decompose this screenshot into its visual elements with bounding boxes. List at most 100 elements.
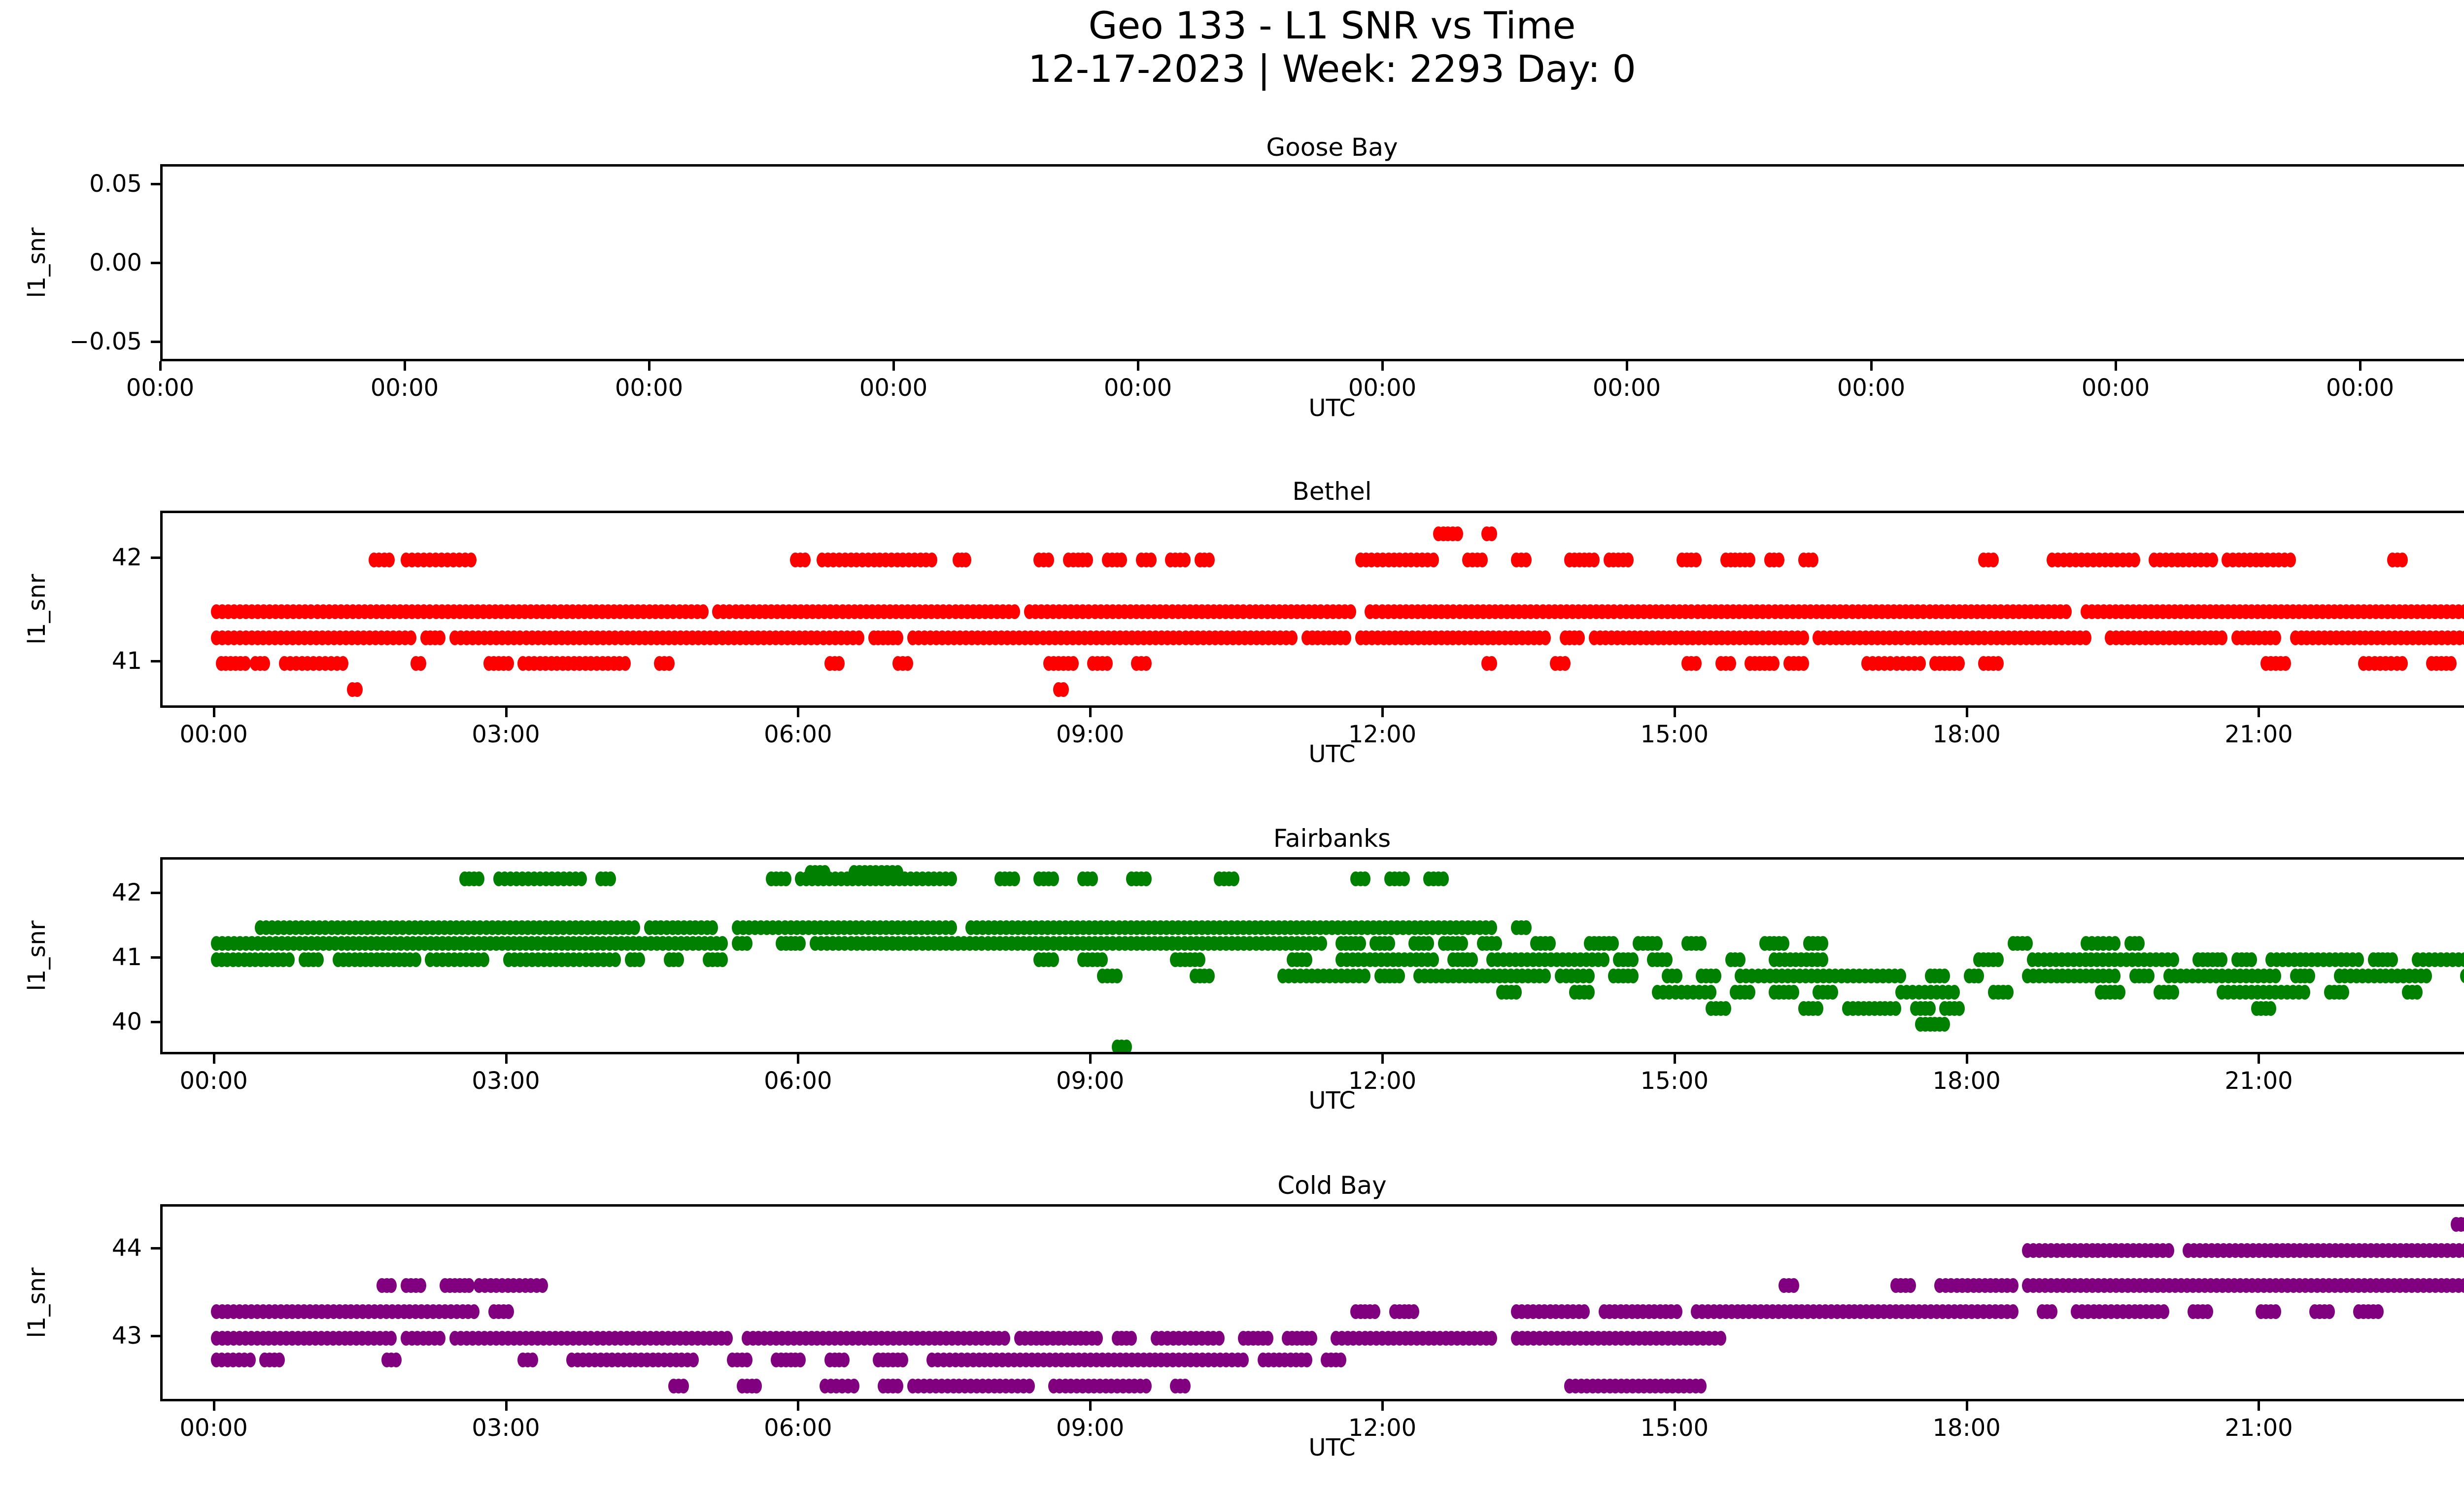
- y-tick-label: 44: [111, 1234, 142, 1262]
- data-point: [1725, 656, 1736, 671]
- data-point: [678, 1379, 689, 1394]
- data-point: [1043, 552, 1055, 567]
- data-point: [1696, 936, 1707, 951]
- data-point: [1486, 656, 1498, 671]
- data-point: [1140, 656, 1152, 671]
- x-tick-mark: [797, 1401, 800, 1411]
- data-point: [1140, 871, 1152, 887]
- data-point: [1316, 936, 1327, 951]
- x-tick-label: 21:00: [2224, 1067, 2293, 1095]
- x-tick-mark: [797, 1054, 800, 1064]
- x-tick-mark: [1673, 1401, 1676, 1411]
- data-point: [1745, 552, 1756, 567]
- x-tick-label: 00:00: [1592, 374, 1661, 402]
- data-point: [2002, 984, 2014, 1000]
- x-tick-label: 00:00: [1103, 374, 1172, 402]
- data-point: [1992, 952, 2004, 968]
- data-point: [1735, 952, 1746, 968]
- data-point: [1623, 552, 1634, 567]
- x-axis-label-fairbanks: UTC: [1308, 1087, 1356, 1114]
- data-point: [2397, 552, 2408, 567]
- plot-area-cold-bay[interactable]: [160, 1204, 2464, 1401]
- data-point: [1048, 952, 1060, 968]
- data-point: [313, 952, 324, 968]
- data-point: [1905, 1278, 1916, 1293]
- data-point: [1715, 1330, 1726, 1346]
- x-axis-label-goose-bay: UTC: [1308, 394, 1356, 422]
- data-point: [503, 1304, 514, 1320]
- x-tick-label: 00:00: [179, 721, 248, 748]
- data-point: [2202, 1304, 2213, 1320]
- data-point: [1301, 1353, 1312, 1368]
- data-point: [1827, 984, 1838, 1000]
- figure-title-line2: 12-17-2023 | Week: 2293 Day: 0: [1028, 47, 1636, 91]
- data-point: [1895, 969, 1907, 984]
- y-tick-label: 40: [111, 1008, 142, 1036]
- data-point: [1384, 936, 1395, 951]
- data-point: [741, 936, 753, 951]
- data-point: [1355, 936, 1366, 951]
- data-point: [2265, 1001, 2277, 1016]
- x-axis-label-bethel: UTC: [1308, 740, 1356, 768]
- x-tick-mark: [1626, 361, 1628, 371]
- data-point: [1394, 969, 1405, 984]
- data-point: [1204, 969, 1215, 984]
- data-point: [892, 630, 903, 645]
- x-tick-mark: [1381, 361, 1384, 371]
- data-point: [2168, 952, 2179, 968]
- data-point: [1540, 630, 1551, 645]
- x-tick-label: 00:00: [370, 374, 439, 402]
- data-point: [1428, 952, 1439, 968]
- x-tick-mark: [505, 1054, 508, 1064]
- y-tick-mark: [151, 556, 160, 559]
- data-point: [1360, 969, 1371, 984]
- data-point: [1101, 656, 1113, 671]
- x-tick-mark: [1381, 1054, 1384, 1064]
- data-point: [2372, 1304, 2384, 1320]
- x-tick-label: 00:00: [2081, 374, 2150, 402]
- data-point: [853, 630, 864, 645]
- x-tick-mark: [1089, 1054, 1092, 1064]
- data-point: [352, 682, 363, 697]
- data-point: [2459, 604, 2464, 619]
- data-point: [503, 656, 514, 671]
- data-point: [1890, 1001, 1902, 1016]
- data-point: [2144, 969, 2155, 984]
- data-point: [1627, 969, 1639, 984]
- plot-area-goose-bay[interactable]: [160, 164, 2464, 361]
- x-tick-mark: [1089, 708, 1092, 717]
- data-point: [902, 656, 913, 671]
- data-point: [697, 604, 709, 619]
- data-point: [1467, 952, 1478, 968]
- data-point: [415, 656, 426, 671]
- data-point: [274, 1353, 285, 1368]
- data-point: [1949, 984, 1960, 1000]
- data-point: [1583, 969, 1595, 984]
- data-point: [1369, 1304, 1381, 1320]
- data-point: [1228, 871, 1239, 887]
- data-point: [1306, 1330, 1317, 1346]
- plot-area-bethel[interactable]: [160, 511, 2464, 708]
- x-tick-mark: [212, 708, 215, 717]
- data-point: [926, 552, 938, 567]
- x-tick-label: 15:00: [1640, 1067, 1709, 1095]
- data-point: [1476, 552, 1488, 567]
- data-point: [946, 920, 957, 935]
- plot-area-fairbanks[interactable]: [160, 857, 2464, 1054]
- data-point: [1437, 871, 1449, 887]
- x-tick-label: 00:00: [1837, 374, 1906, 402]
- x-tick-label: 18:00: [1932, 1067, 2001, 1095]
- data-point: [1214, 1330, 1225, 1346]
- data-point: [1009, 604, 1021, 619]
- data-point: [1774, 552, 1785, 567]
- data-point: [1009, 871, 1021, 887]
- x-tick-label: 00:00: [126, 374, 195, 402]
- x-tick-mark: [797, 708, 800, 717]
- data-point: [2338, 984, 2350, 1000]
- x-tick-mark: [212, 1054, 215, 1064]
- x-tick-label: 06:00: [764, 1414, 832, 1442]
- data-point: [2324, 1304, 2335, 1320]
- data-point: [2411, 984, 2423, 1000]
- data-point: [1588, 552, 1600, 567]
- subplot-title-goose-bay: Goose Bay: [1266, 133, 1398, 162]
